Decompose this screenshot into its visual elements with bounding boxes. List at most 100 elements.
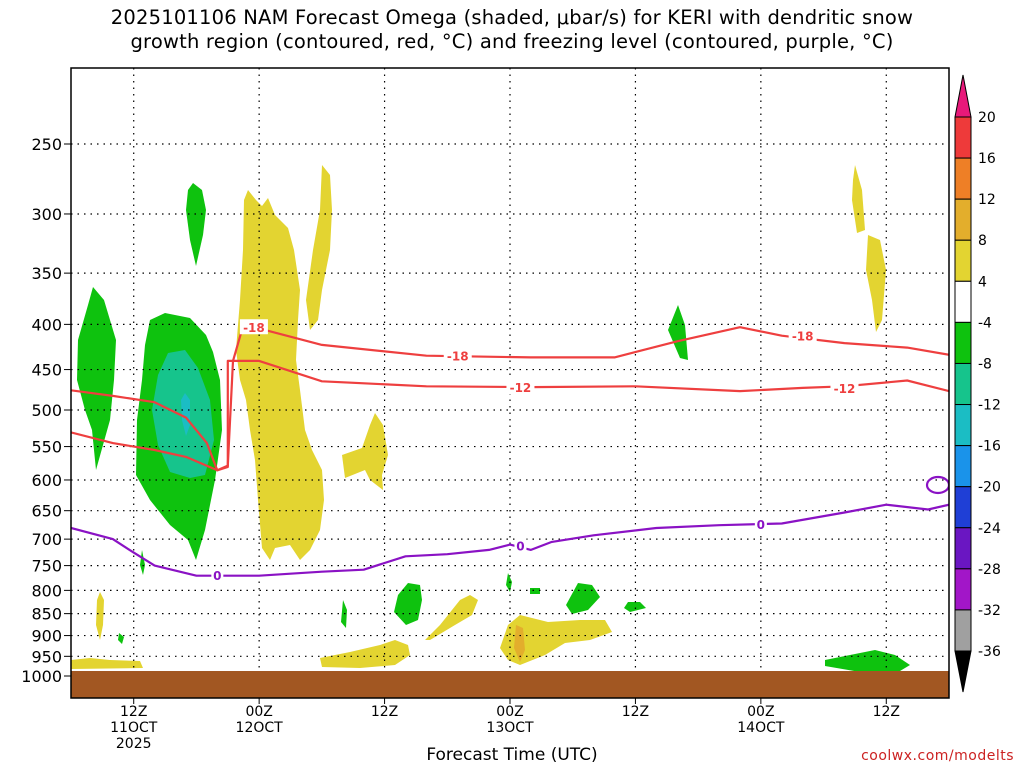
contour-label-bg: [506, 379, 535, 395]
colorbar-box: [954, 404, 972, 447]
contour-label: -18: [243, 321, 265, 335]
contour-label: 0: [516, 540, 524, 554]
omega-yellow-low-3: [500, 615, 612, 665]
contour-label: 0: [757, 518, 765, 532]
x-tick-label: 12Z: [371, 704, 398, 720]
colorbar-box: [954, 445, 972, 488]
colorbar-box: [954, 116, 972, 159]
y-tick-label: 700: [31, 530, 62, 549]
y-tick-label: 900: [31, 627, 62, 646]
surface-band-group: [71, 671, 949, 698]
x-tick-label: 2025: [116, 736, 152, 752]
colorbar-label: -32: [978, 603, 1001, 619]
contour-dendritic-minus12: [71, 359, 949, 472]
chart-title-line-2: growth region (contoured, red, °C) and f…: [130, 30, 894, 53]
colorbar-box: [954, 568, 972, 611]
colorbar-label: 16: [978, 151, 996, 167]
contour-label-bg: [830, 379, 859, 395]
contour-label: -18: [792, 330, 814, 344]
colorbar-box: [954, 157, 972, 200]
colorbar-box: [954, 198, 972, 241]
y-tick-label: 650: [31, 502, 62, 521]
omega-yellow-surface-left: [71, 658, 143, 669]
colorbar-label: -20: [978, 480, 1001, 496]
contour-label: -18: [447, 350, 469, 364]
x-tick-label: 12OCT: [236, 720, 284, 736]
omega-yellow-mid: [342, 413, 388, 490]
omega-green-upper: [186, 183, 206, 266]
omega-green-low-2: [394, 583, 422, 625]
colorbar-label: 20: [978, 110, 996, 126]
omega-yellow-low-left: [96, 592, 104, 640]
x-tick-label: 12Z: [873, 704, 900, 720]
colorbar-box: [954, 239, 972, 282]
omega-green-low-4: [624, 602, 646, 612]
freezing-level-loop: [925, 475, 949, 495]
omega-yellow-low-1: [320, 640, 410, 668]
colorbar-label: -8: [978, 356, 992, 372]
y-axis: 250 300 350 400 450 500 550 600 650 700 750 800 850 9…: [21, 135, 71, 686]
omega-green-drop: [140, 550, 145, 575]
y-tick-label: 600: [31, 471, 62, 490]
x-tick-label: 00Z: [245, 704, 272, 720]
omega-shading: [71, 165, 910, 672]
chart-title: 2025101106 NAM Forecast Omega (shaded, μ…: [0, 6, 1024, 54]
omega-cyan-core: [181, 393, 190, 436]
y-tick-label: 850: [31, 605, 62, 624]
omega-yellow-column: [236, 190, 324, 560]
x-tick-label: 14OCT: [737, 720, 785, 736]
x-tick-label: 12Z: [622, 704, 649, 720]
contour-label: -12: [510, 381, 532, 395]
colorbar-bottom-triangle: [954, 650, 972, 693]
contour-label-bg: [788, 327, 817, 343]
omega-yellow-column-top: [306, 165, 332, 330]
omega-green-right-upper: [668, 305, 688, 360]
contour-label-bg: [754, 516, 767, 532]
x-tick-label: 11OCT: [110, 720, 158, 736]
omega-green-low-6: [530, 588, 540, 594]
y-tick-label: 300: [31, 205, 62, 224]
chart-title-line-1: 2025101106 NAM Forecast Omega (shaded, μ…: [110, 6, 914, 29]
colorbar-label: 12: [978, 192, 996, 208]
colorbar-label: -12: [978, 398, 1001, 414]
contour-label-bg: [239, 319, 268, 335]
colorbar-label: -4: [978, 315, 992, 331]
omega-yellow-low-2: [425, 595, 478, 640]
y-tick-label: 750: [31, 557, 62, 576]
contour-freezing-level-0: [71, 503, 949, 577]
omega-green-left: [77, 287, 116, 470]
colorbar-label: -28: [978, 562, 1001, 578]
x-axis-title: Forecast Time (UTC): [426, 745, 598, 765]
y-tick-label: 1000: [21, 667, 62, 686]
colorbar-box: [954, 362, 972, 406]
colorbar-label: 8: [978, 233, 987, 249]
contour-label-bg: [443, 347, 472, 363]
colorbar-label: -16: [978, 439, 1001, 455]
colorbar-top-triangle: [954, 74, 972, 118]
x-tick-label: 12Z: [120, 704, 147, 720]
omega-yellow-right-1: [852, 165, 865, 233]
omega-green-low-7: [118, 633, 124, 644]
y-tick-label: 350: [31, 264, 62, 283]
contour-label-bg: [514, 537, 527, 553]
y-tick-label: 550: [31, 438, 62, 457]
contour-label-bg: [211, 567, 224, 583]
y-tick-label: 400: [31, 315, 62, 334]
x-tick-label: 00Z: [747, 704, 774, 720]
omega-green-surface-right: [825, 650, 910, 672]
colorbar: 20 16 12 8 4 -4 -8 -12 -16 -20 -24 -28 -32 -36: [954, 74, 1001, 693]
contour-label: 0: [213, 569, 221, 583]
y-tick-label: 450: [31, 361, 62, 380]
colorbar-label: 4: [978, 274, 987, 290]
watermark-text: coolwx.com/modelts: [861, 748, 1014, 764]
colorbar-box: [954, 486, 972, 529]
y-tick-label: 500: [31, 401, 62, 420]
grid-lines: [71, 68, 949, 698]
surface-band: [71, 671, 949, 698]
colorbar-label: -36: [978, 644, 1001, 660]
x-tick-label: 13OCT: [486, 720, 534, 736]
y-tick-label: 800: [31, 581, 62, 600]
omega-green-low-5: [506, 573, 512, 592]
